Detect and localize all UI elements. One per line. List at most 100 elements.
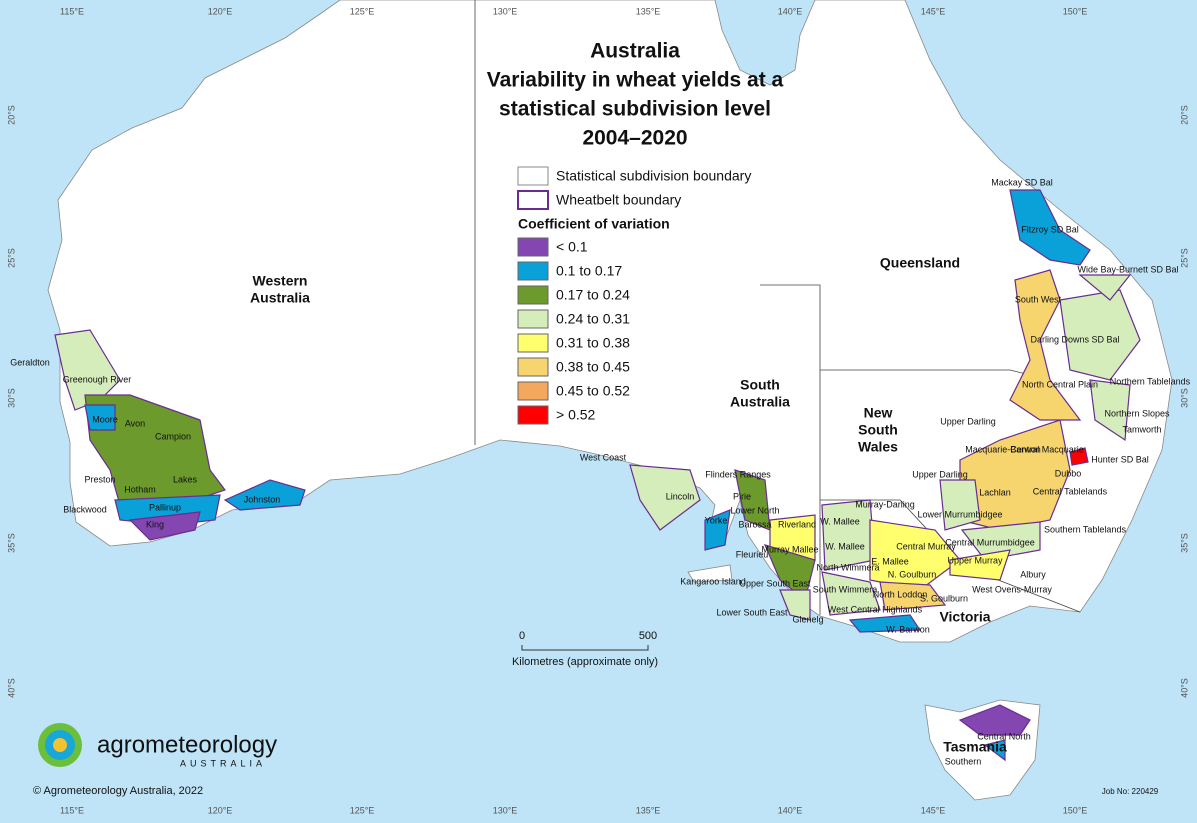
wheat-region [1069,447,1089,466]
region-label: Pirie [733,491,751,501]
state-label: Victoria [939,609,990,625]
wheat-region [983,739,1006,762]
region-label: North Central Plain [1022,379,1098,389]
region-label: West Central Highlands [828,604,923,614]
region-label: Northern Tablelands [1110,376,1191,386]
region-label: W. Mallee [825,541,865,551]
lon-label: 115°E [60,805,84,815]
legend-swatch [517,405,549,425]
state-label: South [740,377,780,393]
region-label: W. Barwon [886,624,930,634]
region-label: Southern Tablelands [1044,524,1126,534]
region-label: Upper Murray [947,555,1003,565]
legend-swatch [517,237,549,257]
region-label: Greenough River [63,374,132,384]
lon-label: 145°E [921,6,946,16]
legend-swatch [517,357,549,377]
region-label: Southern [945,756,982,766]
title-line: Australia [590,40,680,63]
region-label: Lachlan [979,487,1011,497]
scale-bar [521,645,649,651]
region-label: King [146,519,164,529]
region-label: Barossa [738,519,771,529]
legend-label: Wheatbelt boundary [556,192,681,208]
lon-label: 130°E [493,805,518,815]
region-label: Central Macquarie [1010,444,1084,454]
region-label: Tamworth [1122,424,1161,434]
region-label: Avon [125,418,145,428]
wheat-region [960,521,1041,561]
wheat-region [879,581,947,611]
state-label: Wales [858,439,898,455]
title-line: 2004–2020 [582,127,687,150]
legend-label: 0.24 to 0.31 [556,311,630,327]
lon-label: 120°E [208,805,233,815]
legend-heading: Coefficient of variation [518,216,670,232]
region-label: Central Murray [896,541,956,551]
region-label: Upper South East [739,578,811,588]
wheat-region [223,479,306,511]
wheat-region [949,549,1011,581]
lat-label: 25°S [6,248,16,268]
lon-label: 125°E [350,6,375,16]
region-label: S. Goulburn [920,593,968,603]
logo-sub: AUSTRALIA [180,758,266,768]
wheat-region [1078,274,1132,301]
title-line: statistical subdivision level [499,98,771,121]
lat-label: 30°S [6,388,16,408]
region-label: Pallinup [149,502,181,512]
region-label: Lakes [173,474,198,484]
state-label: New [864,405,893,421]
lon-label: 140°E [778,6,803,16]
region-label: Central North [977,731,1031,741]
legend-swatch [517,190,549,210]
wheat-region [869,519,961,591]
lat-label: 35°S [1179,533,1189,553]
region-label: West Ovens-Murray [972,584,1052,594]
region-label: E. Mallee [871,556,909,566]
region-label: Riverland [778,519,816,529]
region-label: North Wimmera [816,562,879,572]
wheat-region [821,499,876,571]
legend-swatch [517,333,549,353]
legend-swatch [517,309,549,329]
region-label: Central Tablelands [1033,486,1108,496]
region-label: Geraldton [10,357,50,367]
region-label: Hotham [124,484,156,494]
lat-label: 25°S [1179,248,1189,268]
lon-label: 135°E [636,6,661,16]
region-label: Lower South East [716,607,788,617]
legend-label: < 0.1 [556,239,588,255]
region-label: Central Murrumbidgee [945,537,1035,547]
region-label: West Coast [580,452,627,462]
region-label: Mackay SD Bal [991,177,1053,187]
region-label: N. Goulburn [888,569,937,579]
region-label: Northern Slopes [1104,408,1170,418]
lon-label: 150°E [1063,6,1088,16]
legend-label: 0.45 to 0.52 [556,383,630,399]
region-label: Darling Downs SD Bal [1030,334,1119,344]
region-label: Wide Bay-Burnett SD Bal [1077,264,1178,274]
region-label: Albury [1020,569,1046,579]
region-label: W. Mallee [820,516,860,526]
scale-caption: Kilometres (approximate only) [512,656,658,668]
lon-label: 130°E [493,6,518,16]
region-label: Yorke [705,515,728,525]
lon-label: 115°E [60,6,84,16]
legend-label: 0.38 to 0.45 [556,359,630,375]
legend-swatch [517,166,549,186]
logo-name: agrometeorology [97,731,277,758]
state-label: Australia [250,290,310,306]
title-line: Variability in wheat yields at a [487,69,784,92]
wheat-region [84,404,116,431]
legend-label: 0.17 to 0.24 [556,287,630,303]
legend-label: Statistical subdivision boundary [556,168,751,184]
wheat-region [704,509,731,551]
region-label: Kangaroo Island [680,576,746,586]
region-label: Campion [155,431,191,441]
state-label: South [858,422,898,438]
copyright: © Agrometeorology Australia, 2022 [33,785,203,797]
region-label: North Loddon [873,589,928,599]
legend-label: 0.1 to 0.17 [556,263,622,279]
